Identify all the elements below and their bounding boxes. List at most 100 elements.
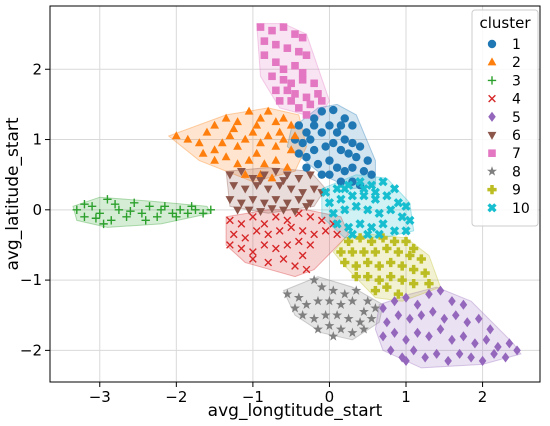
marker-shape bbox=[397, 275, 407, 285]
marker-shape bbox=[268, 26, 276, 35]
marker-shape bbox=[244, 206, 254, 215]
cluster-9-point bbox=[363, 271, 373, 282]
cluster-9-point bbox=[401, 236, 411, 247]
marker-shape bbox=[225, 131, 235, 140]
plot-frame bbox=[49, 5, 541, 383]
marker-shape bbox=[275, 127, 285, 136]
x-tick-label: −3 bbox=[89, 388, 111, 406]
cluster-9-point bbox=[386, 257, 396, 268]
cluster-1-point bbox=[294, 121, 304, 130]
cluster-5-point bbox=[379, 331, 387, 342]
legend-marker-8 bbox=[487, 166, 497, 176]
cluster-6-point bbox=[225, 171, 235, 180]
cluster-4-point bbox=[306, 212, 315, 221]
marker-shape bbox=[459, 331, 468, 342]
cluster-2-point bbox=[286, 145, 296, 154]
marker-shape bbox=[291, 90, 299, 98]
marker-shape bbox=[366, 236, 377, 247]
marker-shape bbox=[370, 187, 380, 197]
cluster-1-point bbox=[325, 156, 334, 165]
cluster-4-point bbox=[229, 230, 238, 239]
marker-shape bbox=[275, 97, 284, 105]
cluster-4-point bbox=[264, 258, 273, 267]
legend-marker-9 bbox=[487, 184, 497, 195]
marker-shape bbox=[271, 168, 281, 176]
marker-shape bbox=[344, 149, 353, 158]
marker-shape bbox=[352, 152, 361, 162]
cluster-7-point bbox=[287, 97, 295, 105]
marker-shape bbox=[80, 212, 89, 222]
cluster-1-point bbox=[317, 128, 326, 137]
cluster-4-point bbox=[241, 234, 250, 242]
cluster-7-point bbox=[279, 23, 288, 31]
marker-shape bbox=[194, 138, 204, 147]
cluster-3-point bbox=[152, 212, 162, 222]
cluster-9-point bbox=[397, 275, 407, 285]
cluster-6-point bbox=[229, 182, 239, 191]
cluster-9-point bbox=[420, 268, 430, 278]
marker-shape bbox=[294, 196, 304, 205]
marker-shape bbox=[370, 286, 381, 296]
marker-shape bbox=[259, 199, 269, 208]
cluster-5-point bbox=[413, 299, 422, 310]
cluster-8-point bbox=[320, 309, 331, 320]
cluster-1-point bbox=[302, 163, 311, 172]
marker-shape bbox=[298, 227, 307, 235]
marker-shape bbox=[275, 227, 284, 235]
marker-shape bbox=[488, 149, 496, 157]
marker-shape-fill bbox=[370, 187, 380, 197]
cluster-9-point bbox=[355, 233, 365, 243]
marker-shape bbox=[386, 257, 396, 268]
cluster-8-point bbox=[347, 327, 358, 338]
y-tick-label: −1 bbox=[20, 271, 42, 289]
marker-shape bbox=[389, 184, 400, 194]
marker-shape-fill bbox=[386, 205, 396, 215]
marker-shape bbox=[340, 205, 350, 215]
marker-shape bbox=[272, 58, 280, 67]
marker-shape bbox=[286, 145, 296, 154]
marker-shape bbox=[122, 212, 131, 222]
cluster-4-point bbox=[298, 227, 307, 235]
marker-shape bbox=[290, 208, 300, 217]
marker-shape bbox=[409, 264, 419, 275]
legend-marker-1 bbox=[487, 39, 497, 49]
marker-shape bbox=[302, 51, 311, 59]
marker-shape bbox=[405, 215, 415, 225]
marker-shape bbox=[260, 241, 269, 249]
cluster-8-point bbox=[324, 295, 335, 306]
marker-shape bbox=[478, 355, 487, 366]
marker-shape bbox=[378, 177, 388, 187]
marker-shape bbox=[260, 51, 269, 59]
cluster-8-point bbox=[312, 324, 323, 334]
marker-shape bbox=[291, 30, 299, 38]
marker-shape bbox=[249, 255, 257, 263]
marker-shape bbox=[409, 243, 419, 254]
marker-shape bbox=[95, 209, 104, 218]
marker-shape bbox=[236, 199, 246, 208]
marker-shape bbox=[320, 309, 331, 320]
cluster-1-point bbox=[340, 166, 349, 176]
cluster-2-point bbox=[244, 106, 254, 115]
cluster-1-point bbox=[336, 121, 346, 130]
marker-shape bbox=[287, 97, 295, 105]
marker-shape bbox=[198, 148, 208, 157]
y-tick-label: −2 bbox=[20, 341, 42, 359]
cluster-10-point bbox=[340, 184, 350, 194]
marker-shape bbox=[332, 128, 342, 137]
cluster-10-point bbox=[386, 205, 396, 215]
cluster-9-point bbox=[393, 289, 403, 299]
cluster-7-point bbox=[283, 44, 292, 52]
marker-shape bbox=[367, 170, 376, 179]
cluster-5-point bbox=[486, 324, 495, 335]
cluster-5-point bbox=[394, 310, 403, 321]
marker-shape bbox=[237, 220, 246, 228]
marker-shape bbox=[318, 97, 326, 105]
marker-shape bbox=[325, 170, 334, 179]
marker-shape bbox=[333, 230, 341, 239]
legend-marker-4 bbox=[488, 94, 496, 103]
cluster-4-point bbox=[287, 223, 296, 232]
cluster-4-point bbox=[226, 241, 234, 249]
y-tick-label: 2 bbox=[32, 60, 42, 78]
cluster-6-point bbox=[282, 199, 292, 208]
marker-shape bbox=[249, 212, 257, 221]
